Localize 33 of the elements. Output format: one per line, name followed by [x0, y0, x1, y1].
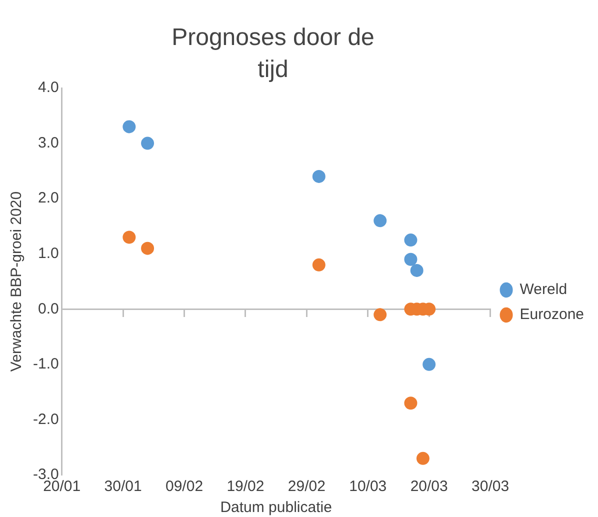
x-tick-label: 20/03: [410, 478, 448, 496]
point: [141, 136, 154, 150]
y-tick-label: 0.0: [38, 300, 59, 318]
x-tick-label: 29/02: [288, 478, 326, 496]
x-tick-label: 09/02: [165, 478, 204, 496]
y-tick-label: 2.0: [38, 190, 59, 207]
point: [404, 396, 418, 410]
y-tick-label: 4.0: [38, 79, 59, 96]
point: [312, 258, 326, 272]
point: [122, 230, 136, 244]
y-tick-label: -2.0: [32, 410, 59, 428]
x-axis-title: Datum publicatie: [220, 499, 332, 516]
legend-label: Eurozone: [520, 306, 584, 324]
chart-title: Prognoses door de tijd: [170, 23, 376, 85]
y-tick-label: 3.0: [38, 134, 59, 152]
point: [141, 242, 154, 255]
x-tick-label: 30/03: [472, 478, 510, 496]
point: [374, 308, 387, 322]
point: [404, 234, 418, 247]
x-tick-label: 30/01: [104, 478, 142, 496]
y-axis-title: Verwachte BBP-groei 2020: [8, 191, 26, 372]
point: [410, 264, 424, 277]
point: [374, 214, 387, 228]
point: [422, 358, 436, 371]
y-tick-label: 1.0: [38, 245, 59, 262]
x-tick-label: 10/03: [349, 478, 387, 496]
point: [404, 252, 418, 266]
x-tick-label: 19/02: [226, 478, 264, 496]
legend-label: Wereld: [520, 281, 568, 298]
point: [122, 120, 136, 134]
point: [416, 452, 430, 465]
point: [312, 170, 326, 183]
y-tick-label: -1.0: [32, 356, 59, 373]
